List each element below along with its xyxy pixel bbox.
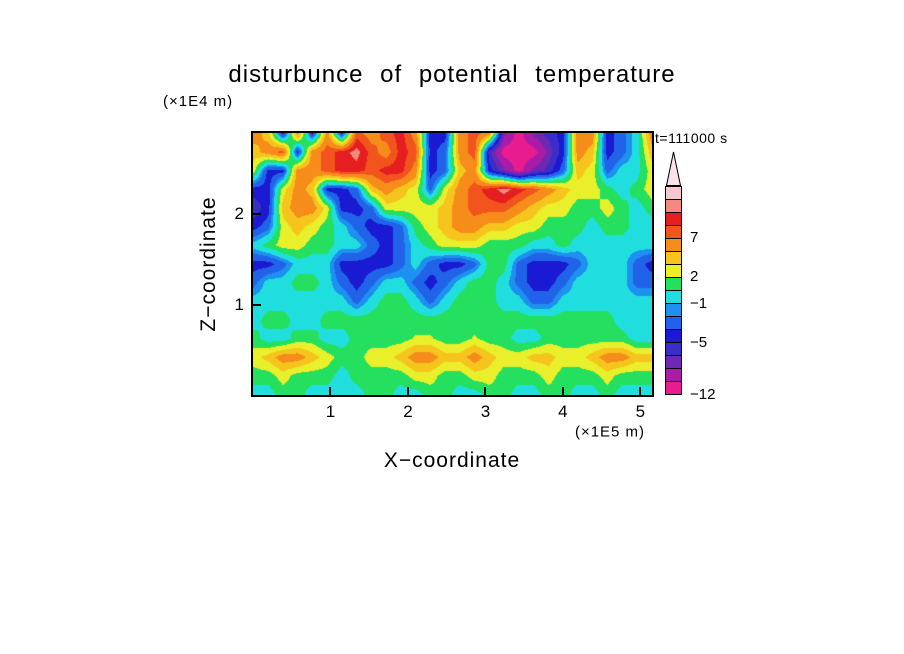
z-axis-tick bbox=[253, 303, 261, 306]
x-tick-label: 4 bbox=[558, 402, 568, 421]
colorbar-segment bbox=[666, 381, 681, 394]
plot-area bbox=[251, 131, 654, 397]
colorbar-segment bbox=[666, 316, 681, 329]
colorbar-label: −5 bbox=[690, 333, 708, 351]
colorbar-segment bbox=[666, 290, 681, 303]
chart-title: disturbunce of potential temperature bbox=[228, 61, 676, 88]
x-axis-unit-label: (×1E5 m) bbox=[574, 423, 646, 441]
colorbar-segment bbox=[666, 329, 681, 342]
colorbar-segment bbox=[666, 264, 681, 277]
contour-canvas bbox=[253, 133, 652, 395]
x-tick-label: 3 bbox=[480, 402, 491, 421]
time-annotation: t=111000 s bbox=[655, 130, 728, 146]
colorbar-segment bbox=[666, 212, 681, 225]
colorbar-segment bbox=[666, 303, 681, 316]
x-axis-title: X−coordinate bbox=[383, 449, 521, 472]
colorbar-segment bbox=[666, 342, 681, 355]
z-tick-label: 2 bbox=[234, 204, 244, 224]
colorbar-segments bbox=[665, 186, 682, 395]
colorbar-segment bbox=[666, 238, 681, 251]
x-axis-tick bbox=[561, 387, 564, 395]
colorbar-segment bbox=[666, 277, 681, 290]
colorbar-segment bbox=[666, 368, 681, 381]
z-axis-tick bbox=[253, 213, 261, 216]
colorbar-segment bbox=[666, 187, 681, 199]
colorbar-segment bbox=[666, 355, 681, 368]
colorbar-label: 7 bbox=[690, 229, 699, 247]
x-axis-tick bbox=[639, 387, 642, 395]
x-tick-label: 2 bbox=[403, 402, 413, 421]
x-tick-label: 1 bbox=[325, 402, 336, 421]
colorbar-segment bbox=[666, 199, 681, 212]
colorbar bbox=[664, 151, 683, 395]
y-axis-title: Z−coordinate bbox=[197, 196, 220, 332]
z-tick-label: 1 bbox=[234, 294, 244, 314]
x-axis-tick bbox=[406, 387, 409, 395]
colorbar-label: −12 bbox=[690, 386, 716, 403]
x-axis-tick bbox=[329, 387, 332, 395]
colorbar-label: −1 bbox=[690, 294, 708, 312]
x-axis-tick bbox=[484, 387, 487, 395]
colorbar-segment bbox=[666, 251, 681, 264]
colorbar-label: 2 bbox=[690, 268, 699, 286]
colorbar-overflow-arrow-icon bbox=[665, 151, 682, 186]
x-tick-label: 5 bbox=[635, 402, 646, 421]
y-axis-unit-label: (×1E4 m) bbox=[163, 93, 234, 110]
colorbar-segment bbox=[666, 225, 681, 238]
